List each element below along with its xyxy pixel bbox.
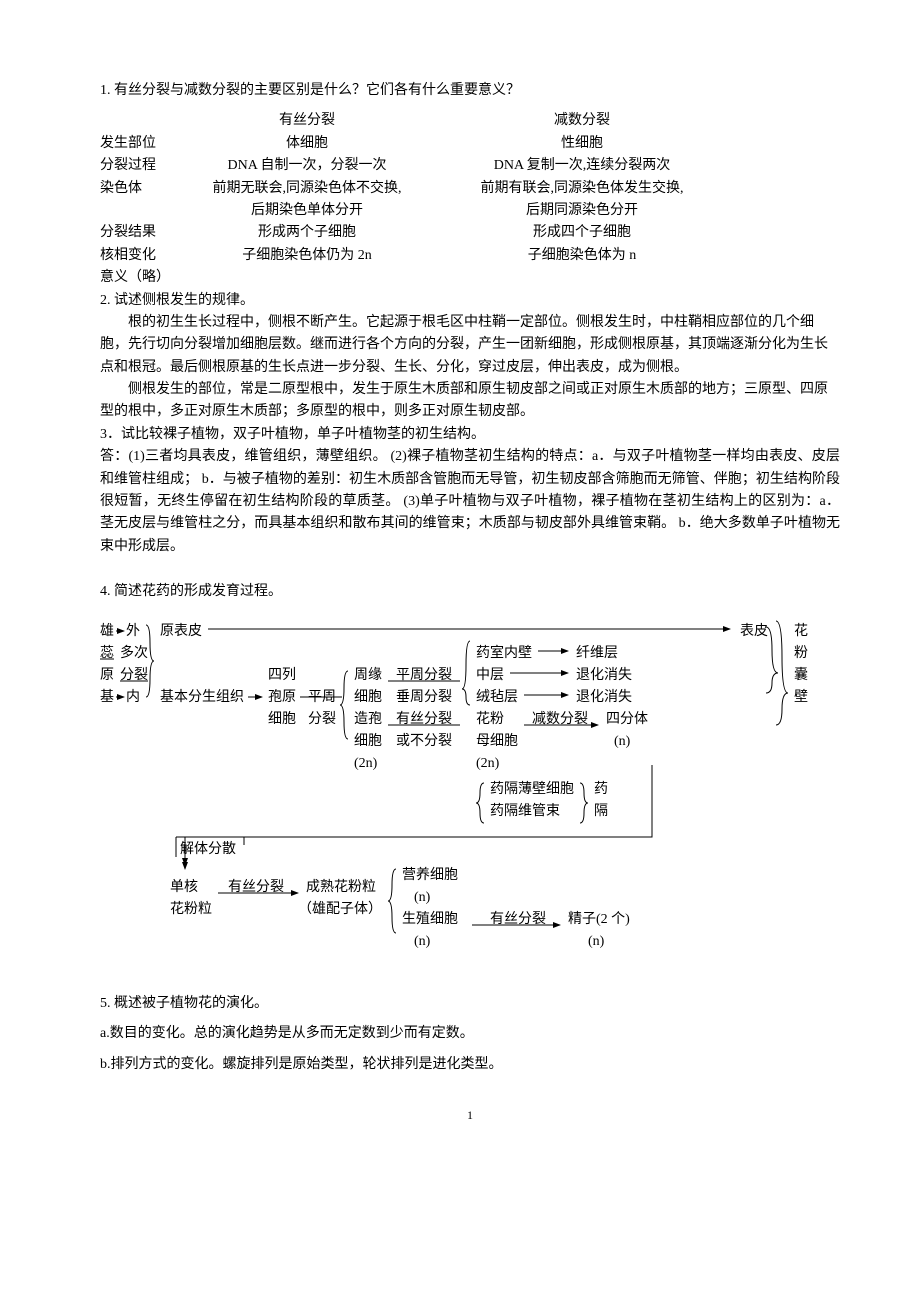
- q3-p: 答：(1)三者均具表皮，维管组织，薄壁组织。 (2)裸子植物茎初生结构的特点：a…: [100, 446, 840, 558]
- d-danhe: 单核: [170, 879, 198, 895]
- d-baoyuan: 孢原: [268, 689, 296, 705]
- table-header-row: 有丝分裂 减数分裂: [100, 110, 840, 132]
- d-silie: 四列: [268, 667, 296, 683]
- d-xiong: 雄: [100, 623, 114, 639]
- d-zaobao: 造孢: [354, 711, 382, 727]
- d-xibao3: 细胞: [354, 733, 382, 749]
- row-mitosis: 前期无联会,同源染色体不交换,: [172, 178, 442, 200]
- q5-a: a.数目的变化。总的演化趋势是从多而无定数到少而有定数。: [100, 1023, 840, 1045]
- d-huobufenlie: 或不分裂: [396, 733, 452, 749]
- d-2n: (2n): [354, 756, 378, 771]
- row-label: [100, 200, 172, 222]
- row-mitosis: 子细胞染色体仍为 2n: [172, 245, 442, 267]
- row-mitosis: 后期染色单体分开: [172, 200, 442, 222]
- d-yaogebaobi: 药隔薄壁细胞: [490, 781, 574, 797]
- d-xibao2: 细胞: [354, 689, 382, 705]
- row-mitosis: DNA 自制一次，分裂一次: [172, 155, 442, 177]
- q1-table: 有丝分裂 减数分裂 发生部位 体细胞 性细胞 分裂过程 DNA 自制一次，分裂一…: [100, 110, 840, 267]
- d-huafen2: 花粉: [476, 711, 504, 727]
- d-nang: 囊: [794, 666, 808, 683]
- row-label: 核相变化: [100, 245, 172, 267]
- d-duoci: 多次: [120, 644, 148, 661]
- d-xianwei: 纤维层: [576, 645, 618, 661]
- d-zhongceng: 中层: [476, 667, 504, 683]
- d-chuizhoufenlie: 垂周分裂: [396, 689, 452, 705]
- d-biaopi: 表皮: [740, 623, 768, 639]
- d-nei: 内: [126, 689, 140, 705]
- row-meiosis: 前期有联会,同源染色体发生交换,: [442, 178, 722, 200]
- d-yingyang: 营养细胞: [402, 867, 458, 883]
- d-ge: 隔: [594, 803, 608, 819]
- d-yaogeweiguan: 药隔维管束: [490, 803, 560, 819]
- d-yuanbiaopi: 原表皮: [160, 623, 202, 639]
- header-blank: [100, 110, 172, 132]
- d-tuihua1: 退化消失: [576, 667, 632, 683]
- d-shengzhi: 生殖细胞: [402, 910, 458, 927]
- d-zhouyuan: 周缘: [354, 667, 382, 683]
- page-number: 1: [100, 1106, 840, 1125]
- q5-b: b.排列方式的变化。螺旋排列是原始类型，轮状排列是进化类型。: [100, 1054, 840, 1076]
- d-muxibao: 母细胞: [476, 733, 518, 749]
- q4-svg: 雄 蕊 原 基 多次 分裂 外 内 原表皮 表皮 花 粉 囊 壁: [100, 613, 840, 993]
- d-hua: 花: [794, 623, 808, 639]
- row-mitosis: 形成两个子细胞: [172, 222, 442, 244]
- d-jibenfensheng: 基本分生组织: [160, 688, 244, 705]
- q2-p2: 侧根发生的部位，常是二原型根中，发生于原生木质部和原生韧皮部之间或正对原生木质部…: [100, 379, 840, 424]
- table-row: 分裂结果 形成两个子细胞 形成四个子细胞: [100, 222, 840, 244]
- row-label: 分裂过程: [100, 155, 172, 177]
- q1-note: 意义（略）: [100, 267, 840, 289]
- d-n: (n): [614, 734, 631, 749]
- q4-title: 4. 简述花药的形成发育过程。: [100, 581, 840, 603]
- d-xibao1: 细胞: [268, 711, 296, 727]
- d-n1: (n): [414, 890, 431, 905]
- table-row: 核相变化 子细胞染色体仍为 2n 子细胞染色体为 n: [100, 245, 840, 267]
- table-row: 染色体 前期无联会,同源染色体不交换, 前期有联会,同源染色体发生交换,: [100, 178, 840, 200]
- document-page: 1. 有丝分裂与减数分裂的主要区别是什么？它们各有什么重要意义？ 有丝分裂 减数…: [0, 0, 920, 1165]
- d-n3: (n): [588, 934, 605, 949]
- row-meiosis: 形成四个子细胞: [442, 222, 722, 244]
- d-ji: 基: [100, 688, 114, 705]
- q2-p1: 根的初生生长过程中，侧根不断产生。它起源于根毛区中柱鞘一定部位。侧根发生时，中柱…: [100, 312, 840, 379]
- table-row: 分裂过程 DNA 自制一次，分裂一次 DNA 复制一次,连续分裂两次: [100, 155, 840, 177]
- q1-title: 1. 有丝分裂与减数分裂的主要区别是什么？它们各有什么重要意义？: [100, 80, 840, 102]
- q4-diagram: 雄 蕊 原 基 多次 分裂 外 内 原表皮 表皮 花 粉 囊 壁: [100, 613, 840, 993]
- q2-title: 2. 试述侧根发生的规律。: [100, 290, 840, 312]
- q3-title: 3．试比较裸子植物，双子叶植物，单子叶植物茎的初生结构。: [100, 424, 840, 446]
- d-yao: 药: [594, 781, 608, 797]
- d-jieti: 解体分散: [180, 841, 236, 857]
- row-mitosis: 体细胞: [172, 133, 442, 155]
- d-xiongpeizi: （雄配子体）: [298, 901, 382, 917]
- row-meiosis: DNA 复制一次,连续分裂两次: [442, 155, 722, 177]
- d-fen: 粉: [794, 645, 808, 661]
- header-mitosis: 有丝分裂: [172, 110, 442, 132]
- table-row: 发生部位 体细胞 性细胞: [100, 133, 840, 155]
- row-label: 分裂结果: [100, 222, 172, 244]
- d-sifenti: 四分体: [606, 711, 648, 727]
- d-yuan: 原: [100, 668, 114, 683]
- d-yaoshi: 药室内壁: [476, 644, 532, 661]
- table-row: 后期染色单体分开 后期同源染色分开: [100, 200, 840, 222]
- q5-title: 5. 概述被子植物花的演化。: [100, 993, 840, 1015]
- d-jingzi: 精子(2 个): [568, 911, 630, 927]
- row-label: 发生部位: [100, 133, 172, 155]
- d-rongzhan: 绒毡层: [476, 689, 518, 705]
- d-n2: (n): [414, 934, 431, 949]
- d-wai: 外: [126, 623, 140, 639]
- row-meiosis: 子细胞染色体为 n: [442, 245, 722, 267]
- header-meiosis: 减数分裂: [442, 110, 722, 132]
- d-huafenli: 花粉粒: [170, 901, 212, 917]
- row-label: 染色体: [100, 178, 172, 200]
- d-tuihua2: 退化消失: [576, 689, 632, 705]
- d-chengshu: 成熟花粉粒: [306, 879, 376, 895]
- d-fenlie2: 分裂: [308, 711, 336, 727]
- d-bi: 壁: [794, 689, 808, 705]
- d-2n2: (2n): [476, 756, 500, 771]
- row-meiosis: 后期同源染色分开: [442, 200, 722, 222]
- row-meiosis: 性细胞: [442, 133, 722, 155]
